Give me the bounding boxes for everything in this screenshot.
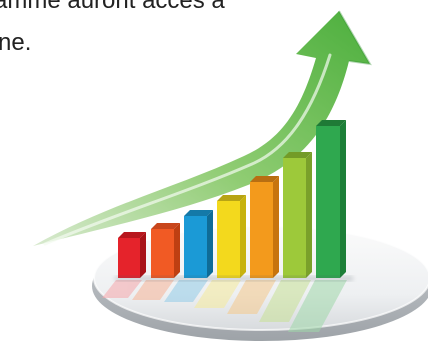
rising-arrow — [33, 10, 372, 246]
bar-6 — [283, 152, 312, 278]
bar-5 — [250, 176, 279, 278]
bar-4 — [217, 195, 246, 278]
bar-2 — [151, 223, 180, 278]
bar-7 — [316, 120, 346, 278]
text-line-2: ne. — [0, 29, 32, 56]
cropped-text-fragment: amme auront accès à ne. — [0, 0, 270, 60]
bar-reflections — [102, 280, 347, 332]
text-line-1: amme auront accès à — [0, 0, 225, 14]
bar-group — [118, 120, 346, 278]
bar-shadows — [115, 276, 353, 281]
bar-1 — [118, 232, 146, 278]
bar-3 — [184, 210, 213, 278]
